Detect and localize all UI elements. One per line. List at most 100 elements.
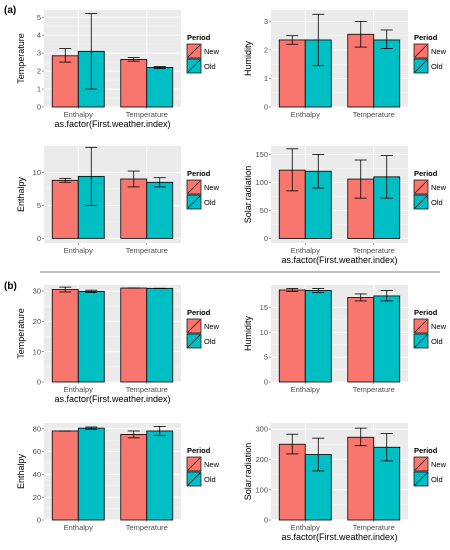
panel-label-b: (b)	[4, 281, 17, 292]
y-tick-label: 2	[37, 67, 41, 76]
y-tick-label: 0	[264, 516, 268, 525]
y-tick-label: 30	[33, 287, 41, 296]
y-tick-label: 10	[33, 168, 41, 177]
legend-title: Period	[414, 308, 438, 317]
legend-swatch-slash	[414, 472, 428, 486]
y-tick-label: 0	[37, 378, 41, 387]
bar-old	[77, 427, 105, 521]
bar-old	[146, 181, 174, 239]
y-tick-label: 40	[33, 470, 41, 479]
bar-old	[304, 290, 332, 383]
y-tick-label: 5	[37, 201, 41, 210]
y-tick-label: 150	[255, 150, 268, 159]
legend-swatch-slash	[414, 59, 428, 73]
y-tick-label: 10	[260, 328, 268, 337]
bar-new	[51, 55, 79, 108]
legend-label-new: New	[431, 47, 447, 56]
legend-swatch-slash	[414, 195, 428, 209]
error-bar-old	[153, 66, 166, 69]
x-tick-label: Temperature	[353, 246, 395, 255]
x-tick-label: Enthalpy	[64, 110, 93, 119]
error-bar-new	[59, 177, 72, 183]
x-tick-label: Enthalpy	[291, 246, 320, 255]
x-tick-label: Enthalpy	[291, 523, 320, 532]
y-tick-label: 20	[33, 317, 41, 326]
bar-new	[120, 178, 148, 239]
legend-swatch-slash	[187, 472, 201, 486]
legend-label-old: Old	[431, 337, 443, 346]
bar-old	[77, 290, 105, 383]
chart-panel: 0 20 40 60 80 Enthalpy Temperature Enthalpy Peri…	[16, 423, 220, 532]
x-axis-title: as.factor(First.weather.index)	[281, 532, 397, 542]
error-bar-new	[354, 159, 367, 199]
legend-title: Period	[187, 33, 211, 42]
error-bar-old	[85, 146, 98, 206]
legend-label-new: New	[204, 47, 220, 56]
legend-label-new: New	[431, 322, 447, 331]
error-bar-old	[85, 426, 98, 430]
bar-old	[373, 39, 401, 108]
legend-label-new: New	[431, 460, 447, 469]
legend-label-old: Old	[431, 198, 443, 207]
bar-new	[51, 430, 79, 521]
bar-old	[304, 454, 332, 521]
error-bar-old	[85, 289, 98, 293]
bar-new	[278, 289, 306, 383]
legend-label-old: Old	[431, 62, 443, 71]
chart-panel: 0 100 200 300 Enthalpy Temperature Solar.radia…	[243, 423, 447, 542]
x-tick-label: Enthalpy	[291, 385, 320, 394]
bar-new	[51, 289, 79, 383]
y-axis-title: Temperature	[16, 33, 26, 84]
x-tick-label: Temperature	[353, 385, 395, 394]
legend-title: Period	[187, 169, 211, 178]
legend-swatch-slash	[187, 457, 201, 471]
y-tick-label: 5	[37, 13, 41, 22]
error-bar-new	[354, 21, 367, 48]
y-tick-label: 100	[255, 178, 268, 187]
x-tick-label: Temperature	[126, 246, 168, 255]
bar-old	[146, 287, 174, 383]
x-tick-label: Temperature	[353, 523, 395, 532]
bar-old	[373, 295, 401, 383]
legend-label-new: New	[204, 183, 220, 192]
bar-new	[120, 434, 148, 521]
error-bar-old	[312, 154, 325, 189]
x-tick-label: Enthalpy	[64, 246, 93, 255]
x-tick-label: Temperature	[126, 110, 168, 119]
y-tick-label: 2	[264, 46, 268, 55]
y-axis-title: Humidity	[243, 41, 253, 77]
legend-swatch-slash	[187, 334, 201, 348]
legend-swatch-slash	[414, 457, 428, 471]
x-axis-title: as.factor(First.weather.index)	[54, 394, 170, 404]
error-bar-new	[286, 35, 299, 45]
legend-title: Period	[187, 446, 211, 455]
bar-new	[120, 287, 148, 383]
y-tick-label: 3	[37, 49, 41, 58]
chart-panel: 0 50 100 150 Enthalpy Temperature Solar.radiat…	[243, 146, 447, 265]
bar-new	[120, 58, 148, 108]
y-tick-label: 80	[33, 424, 41, 433]
y-tick-label: 300	[255, 425, 268, 434]
error-bar-new	[354, 293, 367, 302]
y-axis-title: Solar.radiation	[243, 166, 253, 224]
legend-swatch-slash	[187, 44, 201, 58]
bar-new	[347, 436, 375, 521]
x-axis-title: as.factor(First.weather.index)	[281, 255, 397, 265]
x-tick-label: Enthalpy	[291, 110, 320, 119]
legend-label-old: Old	[204, 62, 216, 71]
y-tick-label: 0	[37, 103, 41, 112]
error-bar-old	[153, 177, 166, 188]
bar-new	[51, 179, 79, 239]
legend-swatch-slash	[414, 180, 428, 194]
legend-swatch-slash	[187, 180, 201, 194]
y-tick-label: 5	[264, 353, 268, 362]
error-bar-old	[312, 13, 325, 67]
y-axis-title: Temperature	[16, 308, 26, 359]
error-bar-new	[127, 430, 140, 439]
x-tick-label: Temperature	[353, 110, 395, 119]
legend-swatch-slash	[414, 44, 428, 58]
y-tick-label: 60	[33, 447, 41, 456]
